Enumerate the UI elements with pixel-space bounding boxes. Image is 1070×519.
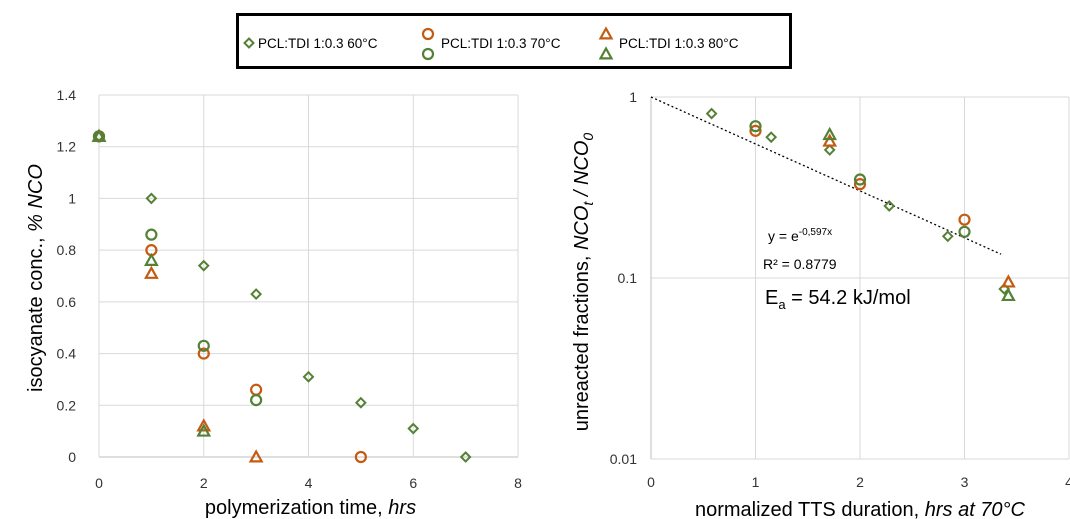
x-tick-label: 0: [95, 475, 103, 491]
data-point: [250, 383, 263, 396]
legend-marker-diamond: [243, 37, 255, 49]
legend-label-60c: PCL:TDI 1:0.3 60°C: [258, 36, 378, 51]
data-point: [853, 173, 867, 186]
data-point: [958, 213, 971, 226]
x-axis-label: normalized TTS duration, hrs at 70°C: [695, 499, 1026, 519]
data-point: [197, 339, 210, 352]
legend: [236, 13, 792, 69]
series-triangle-C55A11: [91, 128, 264, 463]
y-tick-label: 1: [68, 190, 76, 206]
y-axis-label: unreacted fractions, NCOt / NCO0: [571, 133, 596, 432]
data-point: [250, 394, 263, 407]
data-point: [91, 128, 107, 142]
y-tick-label: 0.1: [618, 270, 638, 286]
data-point: [407, 422, 420, 435]
legend-marker-triangle-green: [598, 46, 614, 60]
series-triangle-538135: [91, 128, 212, 437]
data-point: [197, 347, 210, 360]
data-point: [822, 126, 838, 141]
y-tick-label: 1: [629, 89, 637, 105]
y-tick-label: 0.2: [57, 397, 77, 413]
x-tick-label: 3: [961, 474, 969, 490]
legend-label-70c: PCL:TDI 1:0.3 70°C: [441, 36, 561, 51]
legend-label-80c: PCL:TDI 1:0.3 80°C: [619, 36, 739, 51]
series-triangle-538135: [822, 126, 1016, 302]
r-squared-label: R² = 0.8779: [763, 256, 837, 272]
x-tick-label: 6: [409, 475, 417, 491]
data-point: [354, 450, 367, 464]
series-circle-538135: [749, 120, 971, 238]
data-point: [144, 265, 159, 279]
x-tick-label: 1: [752, 474, 760, 490]
data-point: [941, 230, 954, 243]
y-tick-label: 0.8: [57, 242, 77, 258]
x-tick-label: 4: [305, 475, 313, 491]
chart-unreacted-fractions: 0.01 0.1 1 0 1 2 3 4 y = e-0,597x R² = 0.8779 Ea =…: [571, 89, 1070, 519]
legend-marker-triangle-orange: [598, 26, 614, 40]
data-point: [765, 131, 778, 144]
activation-energy-label: Ea = 54.2 kJ/mol: [765, 287, 911, 312]
y-tick-label: 1.4: [57, 87, 77, 103]
x-tick-label: 4: [1065, 474, 1070, 490]
data-point: [197, 259, 210, 272]
y-tick-label: 0.6: [57, 294, 77, 310]
series-circle-C55A11: [92, 130, 367, 464]
y-axis-label: isocyanate conc., % NCO: [25, 164, 47, 392]
series-triangle-C55A11: [822, 133, 1016, 288]
data-point: [250, 288, 263, 301]
legend-marker-circle-green: [421, 47, 435, 61]
data-point: [354, 396, 367, 409]
legend-items: PCL:TDI 1:0.3 60°C PCL:TDI 1:0.3 70°C PCL:…: [243, 26, 739, 61]
series-diamond-538135: [705, 107, 1011, 295]
data-point: [196, 423, 212, 437]
data-point: [958, 225, 971, 238]
data-point: [145, 192, 158, 205]
y-tick-label: 0: [68, 449, 76, 465]
y-tick-label: 1.2: [57, 139, 77, 155]
legend-marker-circle-orange: [421, 27, 435, 41]
series-diamond-538135: [93, 130, 472, 463]
data-point: [822, 133, 838, 147]
trendline-equation: y = e-0,597x: [768, 227, 832, 244]
data-point: [248, 449, 264, 463]
data-point: [145, 228, 158, 241]
x-tick-label: 2: [856, 474, 864, 490]
data-point: [144, 252, 159, 266]
x-axis-label: polymerization time, hrs: [205, 497, 416, 519]
data-point: [1001, 274, 1016, 288]
chart-isocyanate-concentration: 0 0.2 0.4 0.6 0.8 1 1.2 1.4 0 2 4 6 8 polymerization …: [25, 87, 522, 519]
data-point: [853, 178, 867, 191]
data-point: [749, 120, 762, 133]
data-point: [1001, 287, 1016, 302]
data-point: [459, 451, 472, 463]
data-point: [883, 200, 896, 212]
data-point: [196, 418, 212, 432]
trendline: [650, 96, 1002, 255]
x-tick-label: 2: [200, 475, 208, 491]
series-circle-C55A11: [749, 124, 971, 226]
x-tick-label: 8: [514, 475, 522, 491]
data-point: [749, 124, 762, 137]
series-circle-538135: [92, 130, 263, 407]
y-tick-label: 0.01: [610, 451, 637, 467]
x-tick-label: 0: [647, 474, 655, 490]
data-point: [302, 370, 315, 383]
y-tick-label: 0.4: [57, 346, 77, 362]
data-point: [823, 144, 836, 156]
data-point: [705, 107, 718, 120]
